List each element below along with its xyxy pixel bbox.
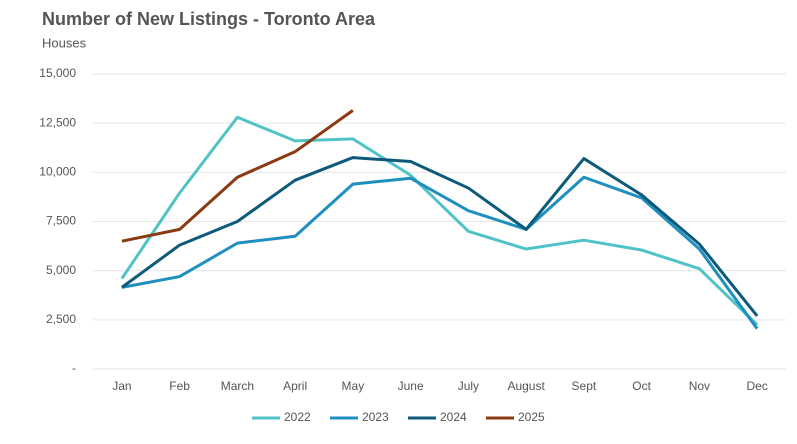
x-tick-label: Sept — [572, 379, 597, 393]
y-tick-label: 12,500 — [39, 115, 76, 129]
x-tick-label: Oct — [632, 379, 651, 393]
y-tick-label: 7,500 — [46, 214, 76, 228]
series-line — [121, 109, 354, 243]
legend-label: 2022 — [284, 410, 311, 424]
legend-label: 2024 — [440, 410, 467, 424]
x-tick-label: May — [342, 379, 365, 393]
series-line — [121, 175, 759, 330]
x-tick-label: July — [458, 379, 479, 393]
legend-label: 2025 — [518, 410, 545, 424]
x-tick-label: April — [283, 379, 307, 393]
y-tick-label: 15,000 — [39, 66, 76, 80]
x-tick-label: June — [398, 379, 424, 393]
chart-subtitle: Houses — [42, 35, 87, 50]
chart-title: Number of New Listings - Toronto Area — [42, 9, 376, 29]
y-tick-label: 10,000 — [39, 165, 76, 179]
x-tick-label: Feb — [169, 379, 190, 393]
x-tick-label: Dec — [746, 379, 767, 393]
x-tick-label: Jan — [112, 379, 131, 393]
x-tick-label: August — [507, 379, 545, 393]
legend-label: 2023 — [362, 410, 389, 424]
y-tick-label: 5,000 — [46, 263, 76, 277]
x-tick-label: March — [221, 379, 254, 393]
x-tick-label: Nov — [689, 379, 710, 393]
series-line — [120, 115, 759, 326]
series-line — [120, 156, 759, 317]
y-tick-label: - — [72, 361, 76, 375]
y-tick-label: 2,500 — [46, 312, 76, 326]
